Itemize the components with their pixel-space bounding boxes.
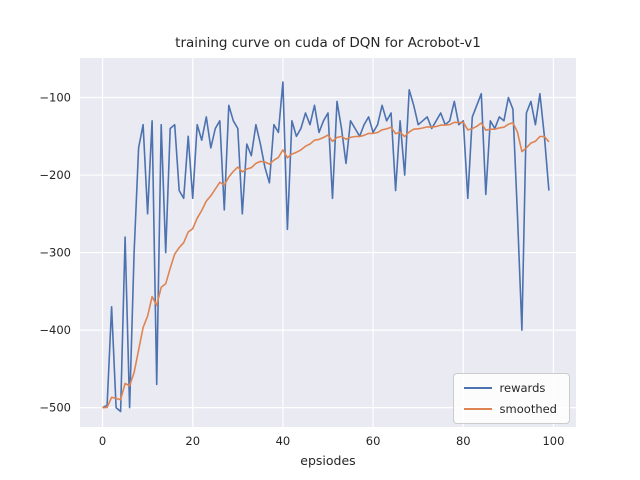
x-tick-label: 100 bbox=[542, 434, 564, 448]
y-tick-label: −300 bbox=[39, 246, 71, 260]
legend: rewards smoothed bbox=[452, 373, 570, 424]
x-tick-label: 80 bbox=[456, 434, 471, 448]
smoothed-line-sample bbox=[463, 408, 492, 410]
y-tick-label: −200 bbox=[39, 168, 71, 182]
y-tick-label: −500 bbox=[39, 401, 71, 415]
series-line-rewards bbox=[102, 81, 550, 413]
legend-label-smoothed: smoothed bbox=[499, 402, 557, 416]
x-tick-label: 20 bbox=[185, 434, 200, 448]
chart-title: training curve on cuda of DQN for Acrobo… bbox=[175, 35, 481, 51]
series-line-smoothed bbox=[102, 121, 550, 409]
y-tick-label: −400 bbox=[39, 323, 71, 337]
rewards-line-sample bbox=[463, 387, 492, 389]
y-tick-label: −100 bbox=[39, 91, 71, 105]
x-tick-label: 0 bbox=[99, 434, 106, 448]
x-tick-label: 40 bbox=[276, 434, 291, 448]
x-tick-label: 60 bbox=[366, 434, 381, 448]
x-axis-label: epsiodes bbox=[300, 453, 355, 468]
legend-item-smoothed: smoothed bbox=[463, 402, 557, 416]
legend-item-rewards: rewards bbox=[463, 381, 557, 395]
legend-label-rewards: rewards bbox=[499, 381, 546, 395]
